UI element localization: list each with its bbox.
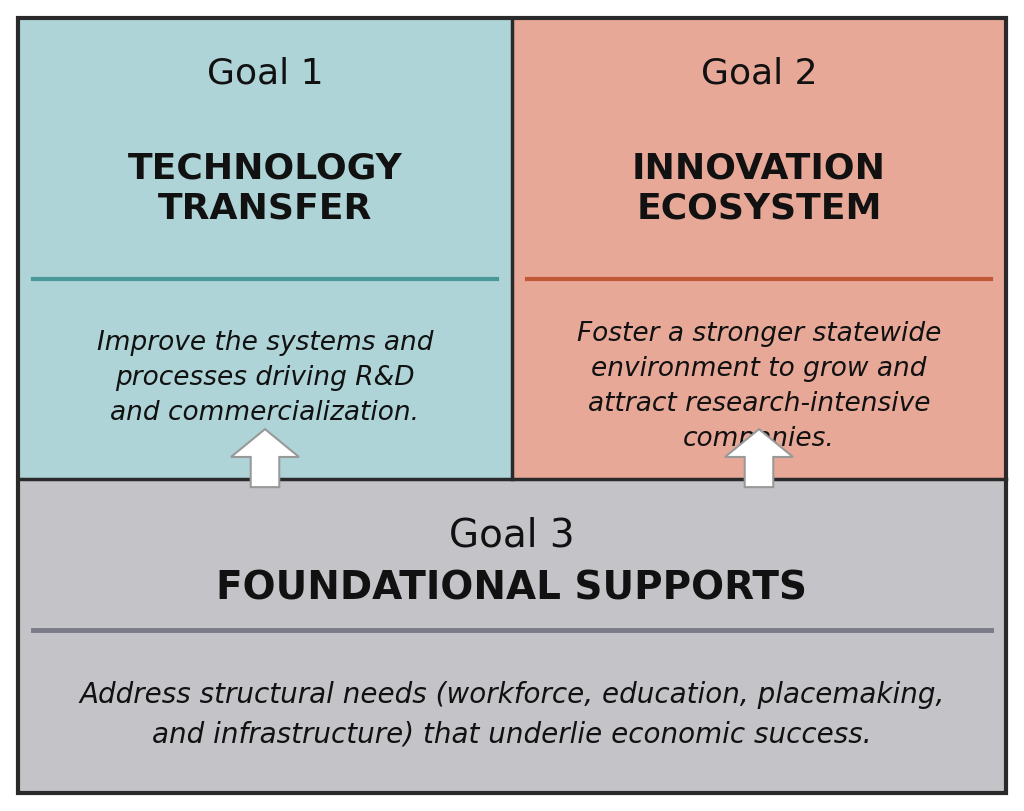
Text: TECHNOLOGY
TRANSFER: TECHNOLOGY TRANSFER: [128, 152, 402, 225]
Text: Goal 2: Goal 2: [700, 56, 817, 90]
Text: INNOVATION
ECOSYSTEM: INNOVATION ECOSYSTEM: [632, 152, 886, 225]
Text: Foster a stronger statewide
environment to grow and
attract research-intensive
c: Foster a stronger statewide environment …: [577, 321, 941, 453]
Text: Improve the systems and
processes driving R&D
and commercialization.: Improve the systems and processes drivin…: [96, 330, 433, 426]
Text: FOUNDATIONAL SUPPORTS: FOUNDATIONAL SUPPORTS: [216, 570, 808, 608]
Polygon shape: [231, 429, 299, 487]
Bar: [18, 18, 512, 479]
Text: Goal 1: Goal 1: [207, 56, 324, 90]
Text: Address structural needs (workforce, education, placemaking,
and infrastructure): Address structural needs (workforce, edu…: [79, 681, 945, 748]
Polygon shape: [725, 429, 793, 487]
Text: Goal 3: Goal 3: [450, 517, 574, 555]
Bar: [512, 18, 1006, 479]
Bar: [18, 479, 1006, 793]
